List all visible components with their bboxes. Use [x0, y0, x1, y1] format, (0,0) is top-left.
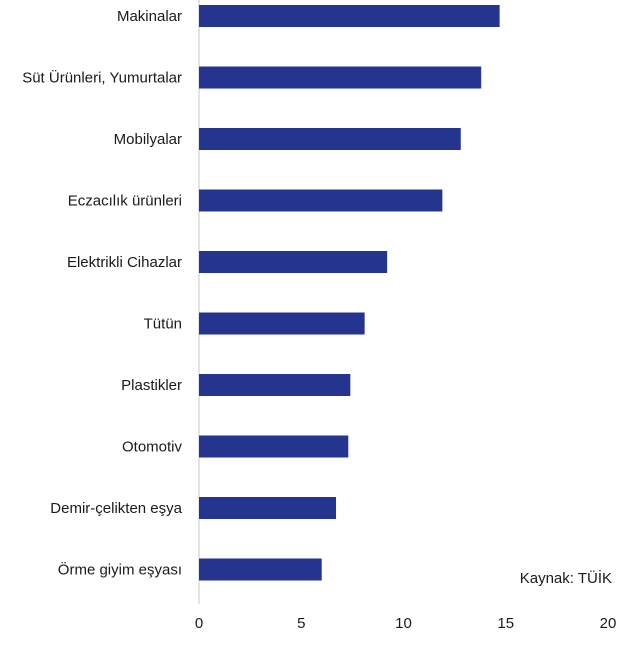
bar: [199, 497, 337, 519]
bar: [199, 435, 349, 458]
x-tick-label: 5: [297, 615, 305, 632]
bar: [199, 312, 365, 335]
bar: [199, 66, 482, 89]
x-tick-label: 10: [395, 615, 412, 632]
bar: [199, 251, 388, 273]
bar: [199, 558, 322, 581]
x-tick-label: 20: [600, 615, 617, 632]
category-labels-group: Makinalar Süt Ürünleri, Yumurtalar Mobilya…: [22, 8, 182, 579]
source-note: Kaynak: TÜİK: [520, 569, 612, 587]
category-label: Süt Ürünleri, Yumurtalar: [22, 69, 182, 87]
bar: [199, 128, 461, 150]
category-label: Demir-çelikten eşya: [50, 500, 182, 517]
category-label: Mobilyalar: [114, 131, 182, 148]
category-label: Otomotiv: [122, 439, 183, 456]
category-label: Plastikler: [121, 377, 182, 394]
category-label: Eczacılık ürünleri: [68, 193, 182, 210]
bars-group: [199, 5, 500, 581]
x-tick-label: 15: [497, 615, 514, 632]
category-label: Örme giyim eşyası: [58, 561, 182, 579]
x-tick-labels-group: 0 5 10 15 20: [195, 615, 617, 632]
bar: [199, 5, 500, 27]
category-label: Makinalar: [117, 8, 182, 25]
bar: [199, 189, 443, 212]
category-label: Tütün: [144, 316, 182, 333]
bar: [199, 374, 351, 396]
x-tick-label: 0: [195, 615, 203, 632]
category-label: Elektrikli Cihazlar: [67, 254, 182, 271]
